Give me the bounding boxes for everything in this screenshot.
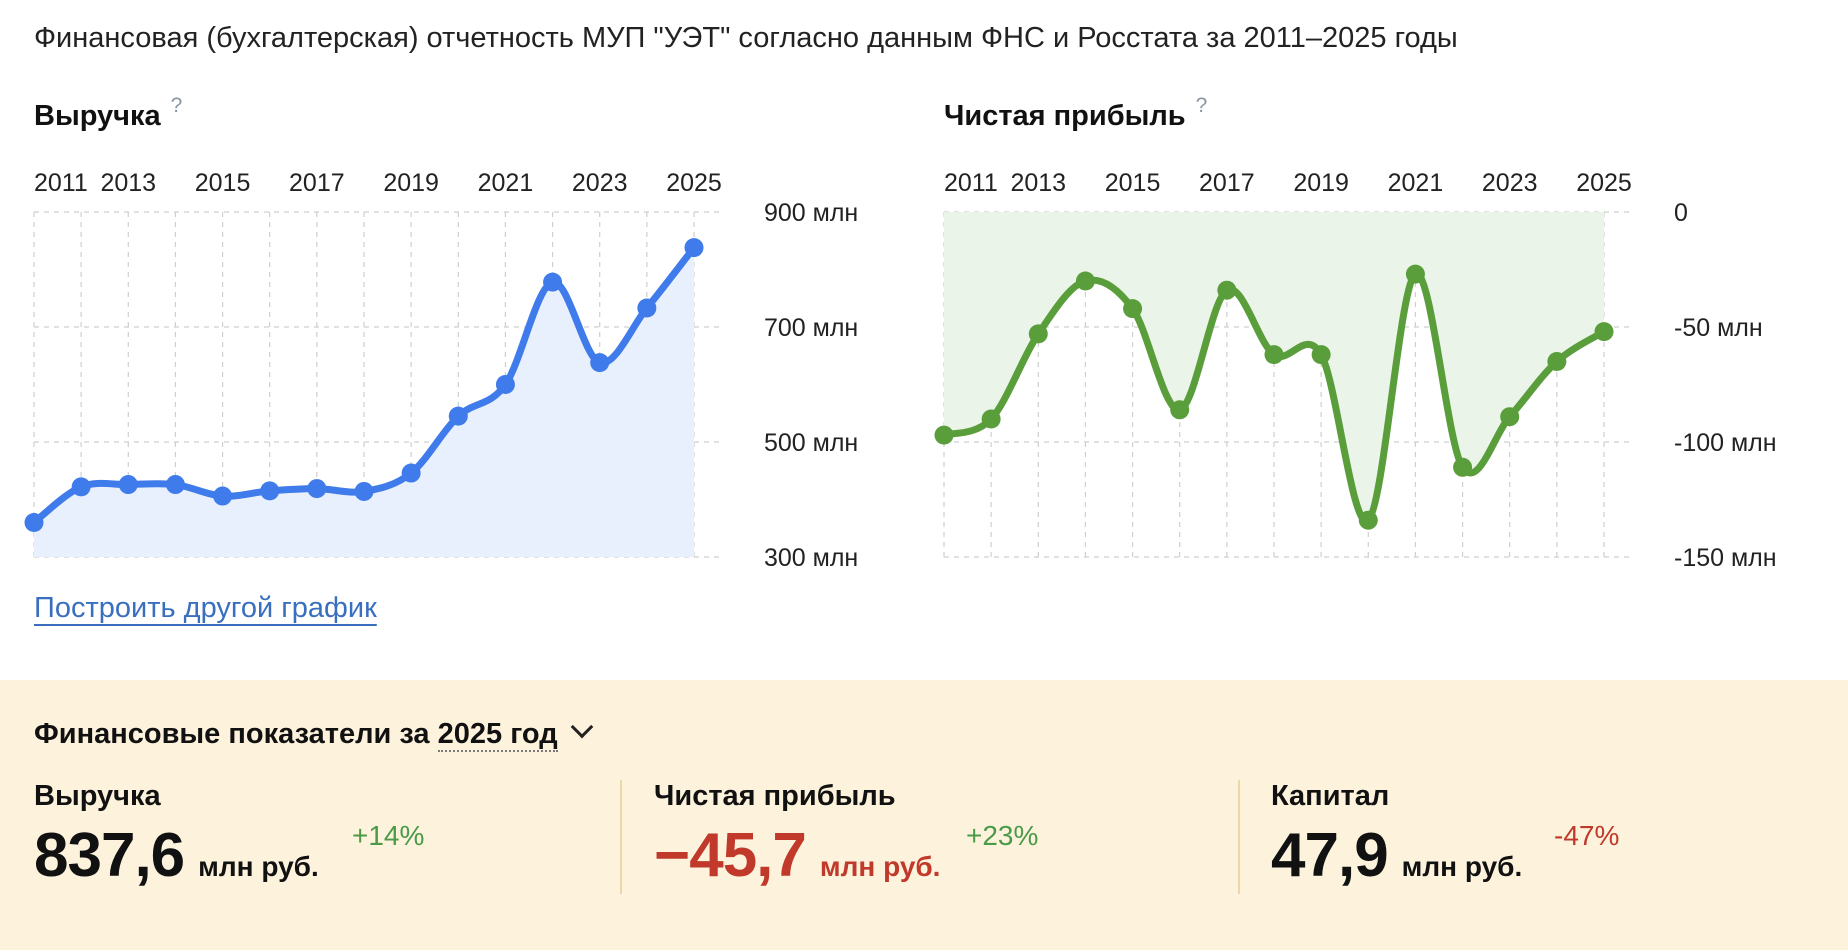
metric-number: 47,9 — [1271, 821, 1389, 890]
metric-value: 837,6 млн руб. — [34, 820, 319, 891]
profit-x-tick-label: 2013 — [1010, 169, 1066, 197]
metric-value: 47,9 млн руб. — [1271, 820, 1522, 891]
profit-data-point — [1405, 264, 1425, 284]
profit-chart-block: Чистая прибыль? 0 -50 млн -100 млн -150 млн… — [934, 94, 1848, 580]
profit-data-point — [1453, 457, 1473, 477]
revenue-x-tick-label: 2021 — [478, 169, 534, 197]
profit-data-point — [981, 409, 1001, 429]
revenue-area — [34, 247, 694, 557]
metric-label: Выручка — [34, 780, 161, 812]
revenue-y-tick-label: 500 млн — [764, 429, 858, 457]
revenue-x-tick-label: 2011 — [34, 169, 88, 197]
revenue-data-point — [448, 406, 468, 426]
metric-divider — [1238, 780, 1240, 894]
revenue-x-tick-label: 2025 — [666, 169, 722, 197]
metric-change: +14% — [352, 820, 425, 851]
revenue-data-point — [354, 481, 374, 501]
profit-x-tick-label: 2023 — [1482, 169, 1538, 197]
profit-y-tick-label: -100 млн — [1674, 429, 1777, 457]
revenue-data-point — [307, 479, 327, 499]
profit-x-tick-label: 2021 — [1388, 169, 1444, 197]
chevron-down-icon[interactable] — [570, 715, 593, 739]
profit-chart-title-text: Чистая прибыль — [944, 100, 1186, 132]
revenue-data-point — [118, 475, 138, 495]
summary-title: Финансовые показатели за 2025 год — [34, 715, 593, 752]
revenue-x-tick-label: 2015 — [195, 169, 251, 197]
revenue-data-point — [495, 375, 515, 394]
revenue-data-point — [71, 477, 91, 497]
profit-data-point — [1264, 345, 1284, 365]
page-title: Финансовая (бухгалтерская) отчетность МУ… — [34, 22, 1458, 54]
profit-x-tick-label: 2019 — [1293, 169, 1349, 197]
profit-x-tick-label: 2025 — [1576, 169, 1632, 197]
metric-number: 837,6 — [34, 821, 185, 890]
profit-y-tick-label: -150 млн — [1674, 544, 1777, 572]
revenue-x-tick-label: 2013 — [100, 169, 156, 197]
profit-data-point — [1358, 510, 1378, 530]
revenue-x-tick-label: 2019 — [383, 169, 439, 197]
revenue-y-tick-label: 900 млн — [764, 199, 858, 227]
profit-data-point — [1547, 352, 1567, 371]
profit-data-point — [934, 425, 954, 445]
build-other-chart-link[interactable]: Построить другой график — [34, 592, 377, 624]
profit-y-tick-label: 0 — [1674, 199, 1688, 227]
revenue-chart-title: Выручка? — [34, 94, 182, 133]
metric-divider — [620, 780, 622, 894]
metric-value: −45,7 млн руб. — [654, 820, 940, 891]
revenue-help-icon[interactable]: ? — [170, 94, 183, 117]
revenue-data-point — [24, 513, 44, 532]
year-select[interactable]: 2025 год — [437, 718, 558, 752]
metric-unit: млн руб. — [1401, 851, 1523, 882]
profit-data-point — [1028, 324, 1048, 344]
profit-area — [944, 212, 1604, 522]
profit-help-icon[interactable]: ? — [1195, 94, 1208, 117]
summary-title-prefix: Финансовые показатели за — [34, 718, 430, 750]
metric-change: +23% — [966, 820, 1039, 851]
profit-data-point — [1217, 280, 1237, 300]
revenue-chart-title-text: Выручка — [34, 100, 161, 132]
profit-chart[interactable]: 0 -50 млн -100 млн -150 млн 2011 2013 2015 2017… — [934, 160, 1824, 572]
metric-change: -47% — [1554, 820, 1620, 851]
profit-data-point — [1075, 271, 1095, 291]
revenue-chart[interactable]: 900 млн 700 млн 500 млн 300 млн 2011 2013 2015… — [24, 160, 914, 572]
metric-unit: млн руб. — [819, 851, 941, 882]
profit-data-point — [1594, 322, 1614, 342]
profit-data-point — [1170, 400, 1190, 420]
profit-data-point — [1123, 299, 1143, 319]
metric-unit: млн руб. — [198, 851, 319, 882]
metric-label: Чистая прибыль — [654, 780, 896, 812]
metric-number: −45,7 — [654, 821, 807, 890]
revenue-data-point — [165, 475, 185, 495]
revenue-chart-block: Выручка? 900 млн 700 млн 500 млн 300 млн 201… — [24, 94, 944, 580]
revenue-data-point — [637, 298, 657, 318]
profit-x-tick-label: 2011 — [944, 169, 998, 197]
profit-chart-title: Чистая прибыль? — [944, 94, 1207, 133]
profit-data-point — [1311, 345, 1331, 365]
revenue-data-point — [260, 481, 280, 501]
financial-summary: Финансовые показатели за 2025 год Выручк… — [0, 680, 1848, 950]
revenue-y-tick-label: 300 млн — [764, 544, 858, 572]
profit-data-point — [1500, 407, 1520, 427]
revenue-data-point — [590, 353, 610, 373]
revenue-data-point — [213, 486, 233, 506]
metric-label: Капитал — [1271, 780, 1390, 812]
profit-x-tick-label: 2015 — [1105, 169, 1161, 197]
revenue-data-point — [543, 272, 563, 292]
revenue-data-point — [401, 463, 421, 483]
revenue-x-tick-label: 2017 — [289, 169, 345, 197]
profit-y-tick-label: -50 млн — [1674, 314, 1763, 342]
revenue-x-tick-label: 2023 — [572, 169, 628, 197]
revenue-y-tick-label: 700 млн — [764, 314, 858, 342]
profit-x-tick-label: 2017 — [1199, 169, 1255, 197]
revenue-data-point — [684, 238, 704, 258]
